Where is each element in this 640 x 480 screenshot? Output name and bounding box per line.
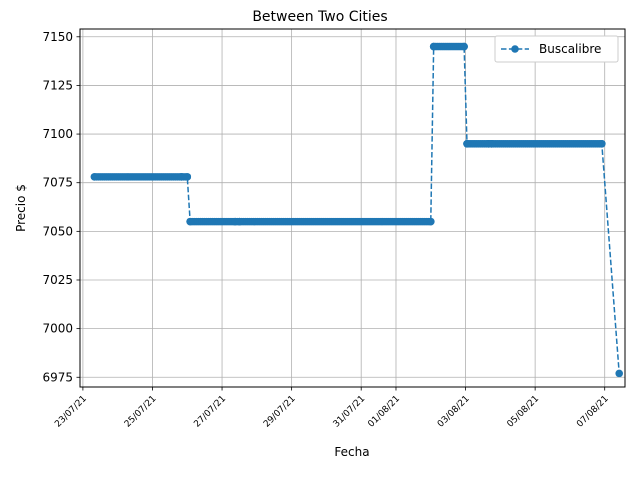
data-point bbox=[487, 139, 496, 148]
x-tick-label: 01/08/21 bbox=[366, 394, 402, 430]
y-tick-label: 7050 bbox=[42, 224, 73, 238]
legend: Buscalibre bbox=[494, 35, 619, 63]
y-tick-label: 7125 bbox=[42, 78, 73, 92]
data-point bbox=[615, 369, 623, 378]
x-tick-label: 23/07/21 bbox=[53, 394, 89, 430]
series-layer bbox=[90, 42, 623, 378]
plot-frame bbox=[79, 28, 626, 388]
x-tick-label: 29/07/21 bbox=[262, 394, 298, 430]
y-tick-label: 6975 bbox=[42, 370, 73, 384]
x-tick-label: 07/08/21 bbox=[575, 394, 611, 430]
y-tick-label: 7000 bbox=[42, 322, 73, 336]
legend-label-buscalibre: Buscalibre bbox=[539, 42, 601, 56]
series-markers bbox=[90, 42, 623, 378]
data-point bbox=[463, 139, 471, 148]
legend-box bbox=[494, 35, 619, 63]
x-tick-label: 03/08/21 bbox=[436, 394, 472, 430]
x-tick-label: 31/07/21 bbox=[332, 394, 368, 430]
y-tick-label: 7150 bbox=[42, 30, 73, 44]
legend-marker bbox=[511, 45, 519, 53]
data-point bbox=[429, 42, 438, 51]
data-point bbox=[598, 139, 606, 148]
grid bbox=[80, 29, 625, 387]
data-point bbox=[90, 173, 99, 181]
data-point bbox=[426, 217, 435, 226]
x-tick-label: 05/08/21 bbox=[506, 394, 542, 430]
chart-title: Between Two Cities bbox=[252, 9, 387, 25]
x-tick-label: 25/07/21 bbox=[123, 394, 159, 430]
data-point bbox=[177, 173, 186, 181]
y-axis: 6975 7000 7025 7050 7075 7100 7125 7150 bbox=[42, 30, 80, 384]
x-axis-label: Fecha bbox=[334, 445, 369, 459]
y-tick-label: 7075 bbox=[42, 176, 73, 190]
y-tick-label: 7100 bbox=[42, 127, 73, 141]
x-axis: 23/07/21 25/07/21 27/07/21 29/07/21 31/07/21… bbox=[53, 387, 611, 430]
data-point bbox=[235, 217, 244, 226]
data-point bbox=[460, 42, 468, 51]
x-tick-label: 27/07/21 bbox=[192, 394, 228, 430]
data-point bbox=[183, 173, 192, 181]
series-line bbox=[94, 45, 620, 374]
data-point bbox=[186, 217, 194, 226]
y-axis-label: Precio $ bbox=[14, 184, 28, 232]
y-tick-label: 7025 bbox=[42, 273, 73, 287]
